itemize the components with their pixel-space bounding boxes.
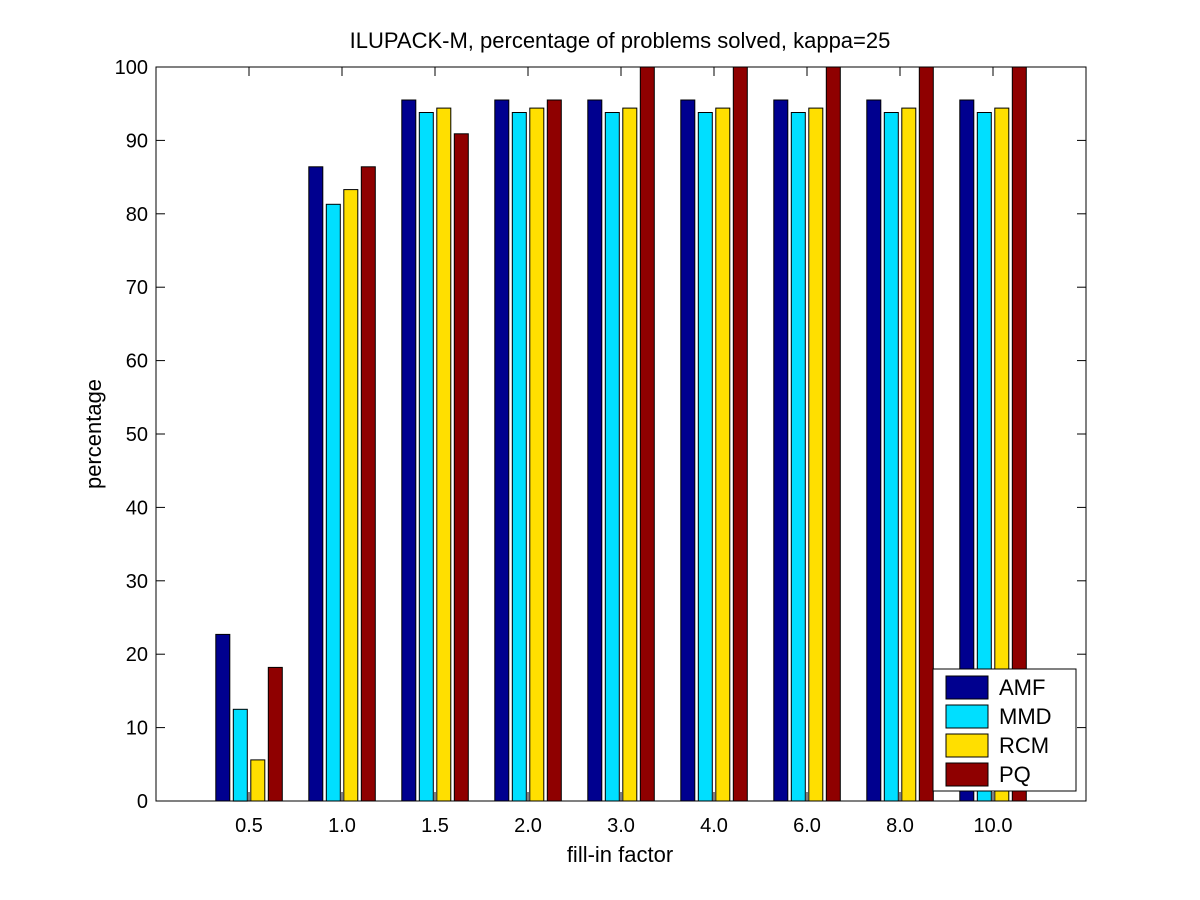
- bar-pq-1.0: [360, 166, 376, 802]
- chart-title: ILUPACK-M, percentage of problems solved…: [350, 28, 891, 53]
- bars-group: [215, 66, 1027, 802]
- bar-amf-6.0: [773, 99, 789, 802]
- bar-rcm-6.0: [808, 107, 824, 802]
- y-tick-label: 50: [126, 424, 148, 446]
- legend-label-pq: PQ: [999, 762, 1031, 787]
- x-tick-label: 0.5: [235, 815, 263, 837]
- bar-pq-0.5: [267, 666, 283, 802]
- x-tick-label: 1.0: [328, 815, 356, 837]
- legend-label-amf: AMF: [999, 675, 1045, 700]
- legend-swatch-rcm: [945, 733, 989, 758]
- bar-rcm-3.0: [622, 107, 638, 802]
- bar-mmd-1.5: [418, 112, 434, 802]
- legend-swatch-amf: [945, 675, 989, 700]
- bar-mmd-3.0: [604, 112, 620, 802]
- axes-group: [155, 66, 1087, 802]
- bar-amf-3.0: [587, 99, 603, 802]
- y-tick-label: 40: [126, 497, 148, 519]
- y-tick-label: 30: [126, 571, 148, 593]
- bar-pq-2.0: [546, 99, 562, 802]
- x-axis-label: fill-in factor: [567, 842, 673, 867]
- x-tick-label: 3.0: [607, 815, 635, 837]
- bar-amf-2.0: [494, 99, 510, 802]
- y-tick-label: 70: [126, 277, 148, 299]
- bar-amf-8.0: [866, 99, 882, 802]
- y-tick-label: 20: [126, 644, 148, 666]
- x-tick-label: 10.0: [974, 815, 1013, 837]
- y-tick-label: 60: [126, 351, 148, 373]
- y-tick-label: 100: [115, 57, 148, 79]
- bar-rcm-1.0: [343, 189, 359, 802]
- bar-mmd-2.0: [511, 112, 527, 802]
- bar-rcm-8.0: [901, 107, 917, 802]
- y-tick-label: 90: [126, 130, 148, 152]
- x-tick-label: 4.0: [700, 815, 728, 837]
- bar-amf-4.0: [680, 99, 696, 802]
- legend: AMF MMD RCM PQ: [932, 668, 1077, 792]
- bar-mmd-4.0: [697, 112, 713, 802]
- x-tick-label: 2.0: [514, 815, 542, 837]
- bar-rcm-4.0: [715, 107, 731, 802]
- x-tick-label: 6.0: [793, 815, 821, 837]
- y-tick-labels: 0 10 20 30 40 50 60 70 80 90 100: [115, 57, 148, 813]
- bar-pq-3.0: [639, 66, 655, 802]
- bar-mmd-8.0: [883, 112, 899, 802]
- legend-label-rcm: RCM: [999, 733, 1049, 758]
- bar-amf-0.5: [215, 633, 231, 802]
- legend-label-mmd: MMD: [999, 704, 1052, 729]
- legend-swatch-mmd: [945, 704, 989, 729]
- legend-swatch-pq: [945, 762, 989, 787]
- bar-pq-8.0: [918, 66, 934, 802]
- bar-rcm-1.5: [436, 107, 452, 802]
- y-tick-label: 0: [137, 791, 148, 813]
- bar-pq-6.0: [825, 66, 841, 802]
- y-tick-label: 80: [126, 204, 148, 226]
- bar-rcm-0.5: [250, 759, 266, 802]
- bar-amf-1.5: [401, 99, 417, 802]
- bar-mmd-6.0: [790, 112, 806, 802]
- y-axis-label: percentage: [81, 379, 106, 489]
- bar-pq-1.5: [453, 133, 469, 802]
- bar-pq-4.0: [732, 66, 748, 802]
- y-tick-label: 10: [126, 718, 148, 740]
- x-tick-label: 1.5: [421, 815, 449, 837]
- bar-rcm-2.0: [529, 107, 545, 802]
- bar-amf-1.0: [308, 166, 324, 802]
- bar-mmd-1.0: [325, 203, 341, 802]
- x-tick-labels: 0.5 1.0 1.5 2.0 3.0 4.0 6.0 8.0 10.0: [235, 815, 1012, 837]
- bar-mmd-0.5: [232, 708, 248, 802]
- x-tick-label: 8.0: [886, 815, 914, 837]
